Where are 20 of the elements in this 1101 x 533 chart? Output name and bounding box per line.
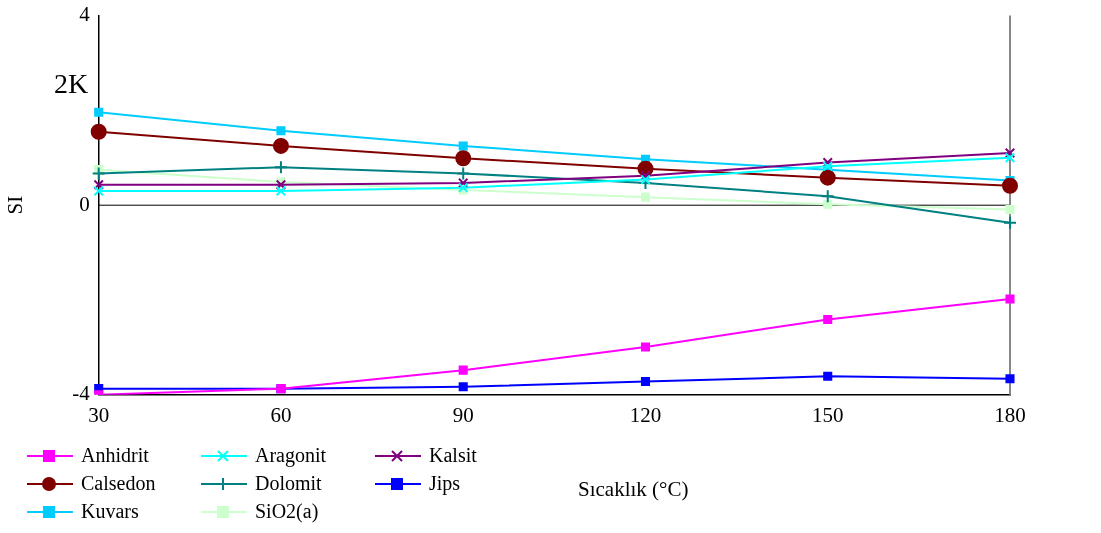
y-tick-label: 4 (79, 2, 91, 27)
text: 2K (54, 68, 89, 100)
x-tick-label: 30 (88, 402, 110, 427)
legend-label: Anhidrit (81, 443, 149, 468)
y-axis-title: SI (3, 195, 28, 215)
x-tick-label: 150 (811, 402, 844, 427)
x-tick-label: 60 (270, 402, 292, 427)
legend-label: SiO2(a) (255, 499, 319, 525)
legend-label: Jips (429, 471, 461, 497)
y-tick-label: 0 (79, 191, 90, 216)
x-tick-label: 90 (452, 402, 474, 427)
legend-label: Aragonit (255, 443, 327, 469)
x-tick-label: 120 (629, 402, 662, 427)
y-tick-label: -4 (72, 381, 91, 406)
legend-label: Calsedon (81, 471, 156, 496)
legend-label: Kalsit (429, 443, 477, 468)
x-axis-title: Sıcaklık (°C) (578, 477, 689, 502)
legend-label: Kuvars (81, 499, 139, 524)
legend-label: Dolomit (255, 471, 322, 496)
x-tick-label: 180 (994, 402, 1026, 427)
